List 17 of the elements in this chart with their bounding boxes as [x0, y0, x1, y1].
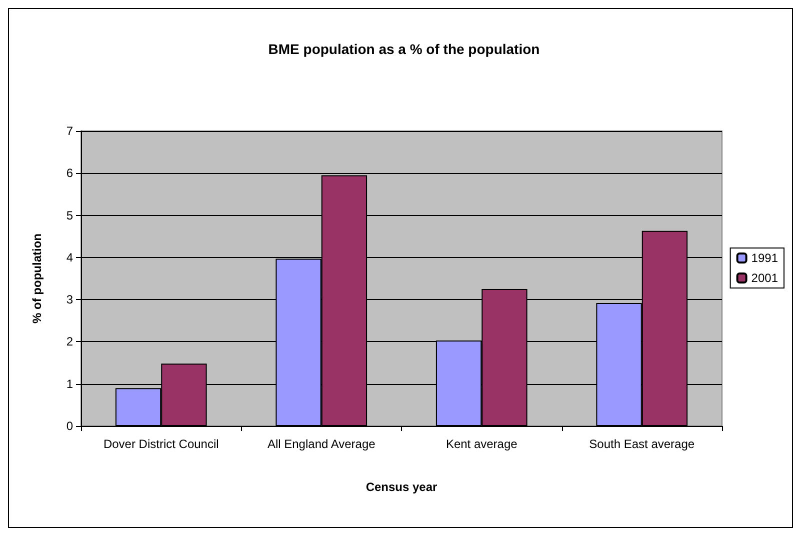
- x-tick-label: All England Average: [267, 437, 376, 451]
- y-tick-label: 4: [66, 250, 74, 264]
- y-tick-label: 2: [66, 334, 74, 349]
- x-tick-label: Kent average: [446, 437, 518, 451]
- y-axis-title: % of population: [30, 234, 44, 324]
- y-tick-label: 1: [66, 376, 74, 391]
- y-tick-label: 7: [66, 124, 74, 138]
- x-tick-label: Dover District Council: [103, 437, 219, 451]
- y-tick-label: 5: [66, 208, 74, 222]
- x-axis-title: Census year: [366, 480, 438, 494]
- x-tick-label: South East average: [589, 437, 695, 451]
- chart-title: BME population as a % of the population: [268, 41, 540, 57]
- y-tick-label: 0: [66, 419, 74, 433]
- legend-label: 1991: [751, 251, 778, 265]
- y-tick-label: 3: [66, 292, 74, 307]
- y-tick-label: 6: [66, 166, 74, 180]
- legend-label: 2001: [751, 271, 778, 285]
